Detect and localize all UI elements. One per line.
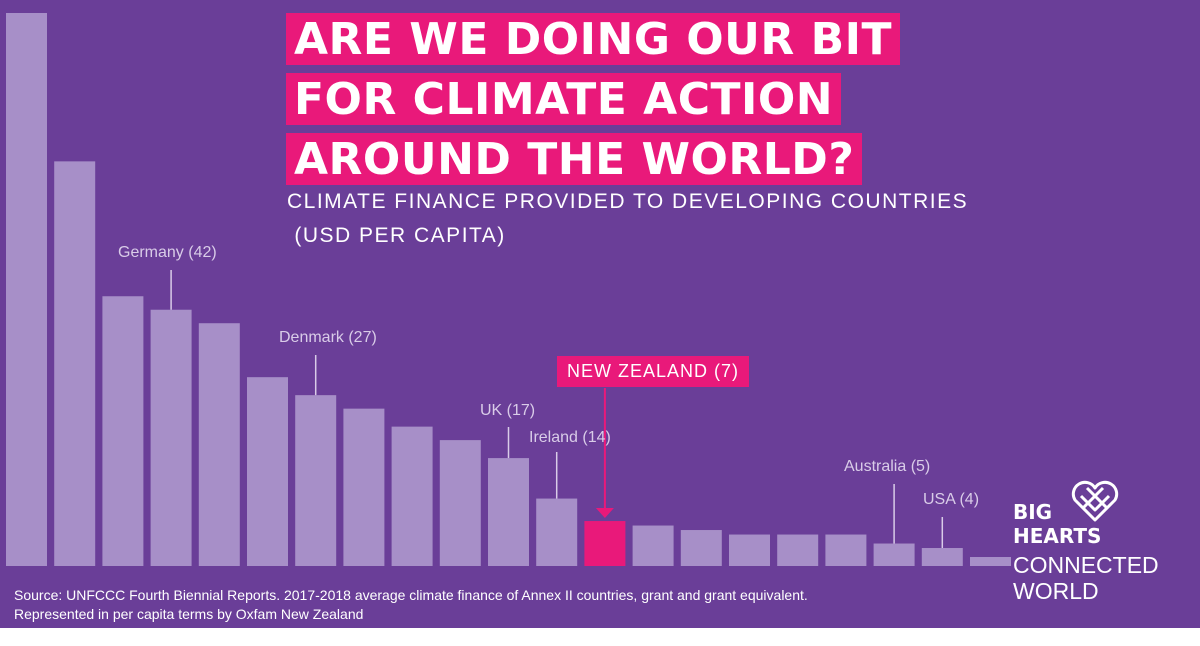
- infographic: ARE WE DOING OUR BIT FOR CLIMATE ACTION …: [0, 0, 1200, 628]
- source-line-1: Source: UNFCCC Fourth Biennial Reports. …: [14, 587, 808, 603]
- callout-denmark: Denmark (27): [279, 329, 377, 346]
- bar-11: [488, 458, 529, 566]
- bar-2: [54, 161, 96, 567]
- bar-18: [825, 534, 867, 566]
- headline-line-1: ARE WE DOING OUR BIT: [286, 13, 901, 65]
- bar-7: [295, 395, 337, 566]
- bar-3: [102, 296, 144, 566]
- logo-word-connected: CONNECTED: [1013, 552, 1159, 578]
- bar-15: [680, 530, 722, 566]
- bar-12: [536, 498, 578, 566]
- bar-17: [777, 534, 819, 566]
- bar-9: [391, 426, 433, 566]
- bar-21: [970, 557, 1011, 566]
- new-zealand-pointer-arrow: [595, 508, 614, 518]
- bar-16: [729, 534, 770, 566]
- callout-germany: Germany (42): [118, 244, 217, 261]
- bar-5: [198, 323, 240, 566]
- headline-line-2: FOR CLIMATE ACTION: [286, 73, 842, 125]
- bar-1: [6, 12, 47, 566]
- callout-new-zealand: NEW ZEALAND (7): [557, 356, 750, 387]
- chart-subtitle-line-1: CLIMATE FINANCE PROVIDED TO DEVELOPING C…: [287, 190, 969, 213]
- callout-australia: Australia (5): [844, 458, 931, 475]
- bar-10: [439, 440, 481, 566]
- bar-14: [632, 525, 674, 566]
- logo-word-big: BIG: [1013, 500, 1053, 524]
- headline-line-3: AROUND THE WORLD?: [286, 133, 863, 185]
- logo-word-hearts: HEARTS: [1013, 524, 1102, 548]
- bar-4: [150, 309, 192, 566]
- callout-uk: UK (17): [480, 402, 536, 419]
- callout-usa: USA (4): [923, 491, 980, 508]
- callout-ireland: Ireland (14): [529, 429, 611, 446]
- source-note: Source: UNFCCC Fourth Biennial Reports. …: [14, 586, 808, 624]
- interlinked-hearts-icon: [1071, 480, 1119, 522]
- source-line-2: Represented in per capita terms by Oxfam…: [14, 606, 364, 622]
- bar-20: [921, 548, 963, 566]
- bar-13: [584, 521, 626, 566]
- bar-8: [343, 408, 385, 566]
- chart-subtitle-line-2: (USD PER CAPITA): [287, 224, 506, 247]
- logo-word-world: WORLD: [1013, 578, 1099, 604]
- bar-19: [873, 543, 915, 566]
- bar-6: [247, 377, 288, 566]
- bar-chart: [6, 12, 1011, 567]
